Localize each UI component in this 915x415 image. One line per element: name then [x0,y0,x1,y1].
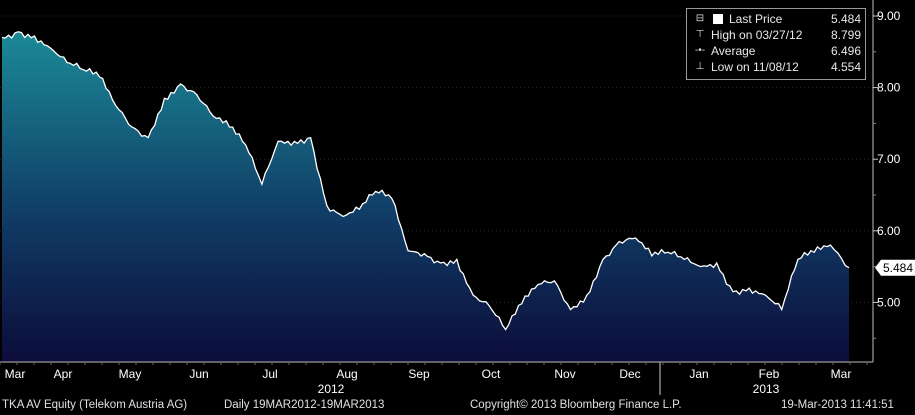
legend-average: -•- Average 6.496 [693,43,861,59]
x-tick-label: Jun [189,367,208,381]
timestamp: 19-Mar-2013 11:41:51 [781,399,894,411]
price-area [2,31,849,363]
legend-low: ⊥ Low on 11/08/12 4.554 [693,59,861,75]
legend-value: 4.554 [830,60,861,74]
legend-high: ⊤ High on 03/27/12 8.799 [693,27,861,43]
legend: ⊟ Last Price 5.484 ⊤ High on 03/27/12 8.… [686,8,866,80]
x-axis: Mar Apr May Jun Jul Aug Sep Oct Nov Dec Jan Feb Mar 2… [0,361,873,396]
year-label: 2013 [753,382,780,396]
last-price-tag-label: 5.484 [883,261,913,275]
copyright: Copyright© 2013 Bloomberg Finance L.P. [470,399,682,411]
x-tick-label: Dec [619,367,640,381]
y-tick-label: 9.00 [877,9,901,23]
footer: TKA AV Equity (Telekom Austria AG) Daily… [0,397,915,415]
x-tick-label: Jan [689,367,708,381]
x-tick-label: Aug [336,367,357,381]
legend-label: Low on 11/08/12 [711,60,799,74]
y-tick-label: 6.00 [877,224,901,238]
legend-last-price: ⊟ Last Price 5.484 [693,11,861,27]
legend-label: Average [711,44,756,58]
y-tick-label: 8.00 [877,81,901,95]
price-line [1,31,850,331]
x-tick-label: Jul [262,367,277,381]
security-name: TKA AV Equity (Telekom Austria AG) [2,399,188,411]
x-tick-label: Mar [831,367,852,381]
x-tick-label: Nov [554,367,575,381]
x-tick-label: Mar [5,367,26,381]
legend-label: High on 03/27/12 [711,28,803,42]
average-marker-icon: -•- [694,45,706,56]
legend-value: 6.496 [830,44,861,58]
date-range: Daily 19MAR2012-19MAR2013 [224,399,385,411]
legend-value: 5.484 [830,12,861,26]
last-price-tag: 5.484 [875,259,915,276]
y-axis: 5.00 6.00 7.00 8.00 9.00 [872,0,901,362]
low-marker-icon: ⊥ [695,61,705,72]
x-tick-label: Feb [759,367,780,381]
legend-label: Last Price [729,12,783,26]
y-tick-label: 5.00 [877,295,901,309]
y-tick-label: 7.00 [877,152,901,166]
x-tick-label: Sep [408,367,430,381]
collapse-icon[interactable]: ⊟ [695,13,705,24]
year-label: 2012 [318,382,345,396]
last-price-tag-bg [875,259,915,276]
legend-value: 8.799 [830,28,861,42]
x-tick-label: May [119,367,142,381]
high-marker-icon: ⊤ [695,29,705,40]
x-tick-label: Oct [482,367,501,381]
x-tick-label: Apr [54,367,73,381]
last-price-swatch-icon [713,14,723,24]
